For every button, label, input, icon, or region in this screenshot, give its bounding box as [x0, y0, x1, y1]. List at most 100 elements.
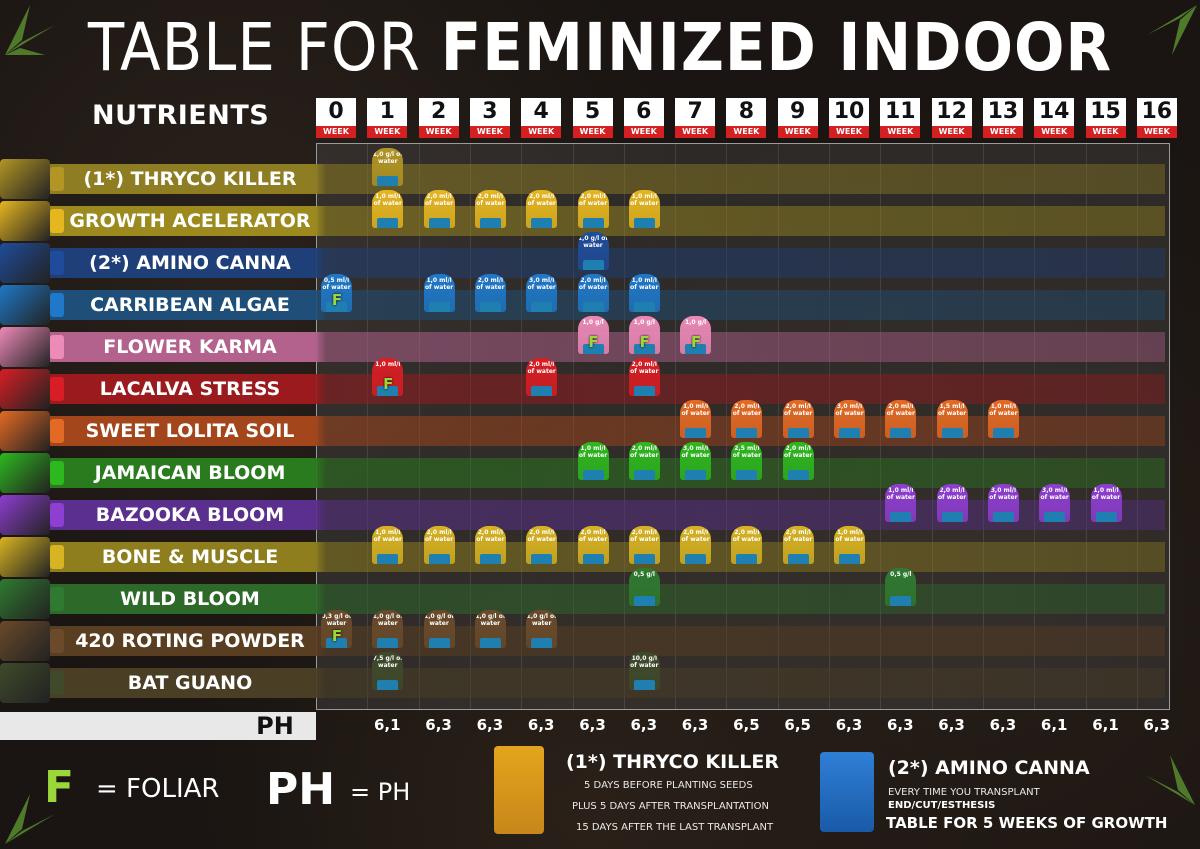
dose-bottle: 10,0 g/l of water	[628, 652, 660, 690]
bottle-label	[890, 596, 912, 606]
nutrient-bottle-image	[0, 285, 64, 325]
ph-value: 6,3	[527, 716, 555, 734]
nutrient-label: LACALVA STRESS	[99, 378, 281, 400]
dose-bottle: 0,5 g/l	[885, 568, 917, 606]
dose-text: 2,0 ml/l of water	[527, 529, 556, 543]
dose-text: 7,5 g/l of water	[372, 655, 403, 669]
nutrient-bottle-image	[0, 159, 64, 199]
week-label: WEEK	[880, 126, 921, 138]
week-header-3: 3 WEEK	[469, 98, 510, 140]
dose-text: 2,0 ml/l of water	[732, 529, 762, 543]
week-header-12: 12 WEEK	[931, 98, 972, 140]
ph-value: 6,5	[784, 716, 811, 734]
nutrient-label: WILD BLOOM	[120, 588, 260, 610]
dose-text: 1,0 ml/l of water	[630, 277, 659, 291]
bottle-label	[685, 428, 707, 438]
dose-bottle: 1,0 ml/l of water	[987, 400, 1019, 438]
dose-bottle: 2,0 ml/l of water	[423, 526, 455, 564]
nutrient-label: 420 ROTING POWDER	[75, 630, 305, 652]
foliar-marker: F	[331, 291, 343, 309]
dose-text: 1,0 ml/l of water	[886, 487, 915, 501]
dose-bottle: 2,0 ml/l of water	[526, 526, 558, 564]
dose-text: 2,0 ml/l of water	[527, 193, 556, 207]
nutrient-bottle-image	[0, 495, 64, 535]
note1-line: PLUS 5 DAYS AFTER TRANSPLANTATION	[572, 801, 769, 812]
bottle-label	[377, 176, 399, 186]
bottle-label	[633, 596, 655, 606]
dose-bottle: 3,0 ml/l of water	[987, 484, 1019, 522]
dose-text: 2,0 ml/l of water	[630, 529, 659, 543]
dose-text: 2,5 ml/l of water	[732, 445, 762, 459]
week-label: WEEK	[367, 126, 408, 138]
bottle-label	[633, 470, 655, 480]
nutrient-bottle-image	[0, 243, 64, 283]
dose-bottle: 7,5 g/l of water	[372, 652, 404, 690]
ph-value: 6,3	[835, 716, 863, 734]
bottle-label	[992, 428, 1014, 438]
nutrient-bottle-image	[0, 663, 64, 703]
bottle-label	[787, 428, 809, 438]
bottle-cap	[50, 629, 64, 653]
week-label: WEEK	[469, 126, 510, 138]
dose-text: 1,0 ml/l of water	[578, 445, 608, 459]
nutrient-bottle-image	[0, 537, 64, 577]
ph-value: 6,3	[579, 716, 606, 734]
note2-title: (2*) AMINO CANNA	[888, 757, 1090, 779]
week-label: WEEK	[623, 126, 664, 138]
ph-bar	[0, 712, 316, 740]
bottle-label	[531, 218, 553, 228]
week-label: WEEK	[829, 126, 869, 138]
dose-text: 1,0 g/l of water	[424, 613, 455, 627]
dose-bottle: 1,0 ml/l of water	[577, 442, 609, 480]
bottle-label	[582, 260, 604, 270]
bottle-label	[633, 344, 655, 354]
nutrient-row-band	[0, 584, 1165, 614]
dose-text: 2,0 ml/l of water	[424, 529, 454, 543]
dose-bottle: 2,0 ml/l of water	[628, 442, 660, 480]
nutrient-label: CARRIBEAN ALGAE	[90, 294, 290, 316]
week-header-1: 1 WEEK	[367, 98, 408, 140]
week-number: 6	[623, 98, 664, 126]
dose-text: 0,5 g/l	[633, 571, 655, 578]
foliar-marker: F	[690, 333, 702, 351]
bottle-label	[479, 638, 501, 648]
bottle-label	[428, 302, 450, 312]
foliar-marker: F	[588, 333, 599, 351]
dose-text: 1,0 g/l of water	[526, 613, 557, 627]
week-number: 3	[469, 98, 510, 126]
nutrient-bottle-image	[0, 369, 64, 409]
dose-bottle: 1,0 ml/l of water	[680, 400, 712, 438]
dose-text: 1,5 ml/l of water	[937, 403, 967, 417]
bottle-label	[582, 218, 604, 228]
week-number: 9	[777, 98, 818, 126]
bottle-label	[531, 638, 553, 648]
dose-bottle: 1,0 g/l of water	[372, 610, 404, 648]
week-number: 11	[880, 98, 921, 126]
dose-bottle: 2,0 ml/l of water	[628, 526, 660, 564]
week-header-11: 11 WEEK	[880, 98, 921, 140]
week-header-2: 2 WEEK	[418, 98, 459, 140]
week-number: 1	[367, 98, 408, 126]
dose-text: 1,0 ml/l of water	[835, 529, 864, 543]
week-number: 2	[418, 98, 459, 126]
week-header-4: 4 WEEK	[521, 98, 562, 140]
bottle-label	[531, 554, 553, 564]
ph-value: 6,3	[1143, 716, 1171, 734]
note2-line: EVERY TIME YOU TRANSPLANT	[888, 787, 1040, 798]
dose-text: 1,0 g/l of water	[475, 613, 506, 627]
ph-value: 6,1	[1092, 716, 1119, 734]
dose-text: 2,0 ml/l of water	[630, 445, 659, 459]
dose-bottle: 1,0 ml/l of water	[885, 484, 917, 522]
dose-text: 1,0 g/l of water	[577, 235, 609, 249]
nutrient-label: GROWTH ACELERATOR	[69, 210, 311, 232]
dose-bottle: 1,0 g/l of water	[372, 148, 404, 186]
bottle-label	[479, 302, 501, 312]
week-label: WEEK	[572, 126, 613, 138]
note1-title: (1*) THRYCO KILLER	[566, 751, 779, 773]
nutrient-bottle-image	[0, 327, 64, 367]
week-header-15: 15 WEEK	[1085, 98, 1126, 140]
cannabis-leaf-icon	[5, 5, 55, 55]
nutrient-label: FLOWER KARMA	[103, 336, 277, 358]
dose-bottle: 2,0 ml/l of water	[731, 400, 763, 438]
dose-bottle: 2,5 ml/l of water	[731, 442, 763, 480]
